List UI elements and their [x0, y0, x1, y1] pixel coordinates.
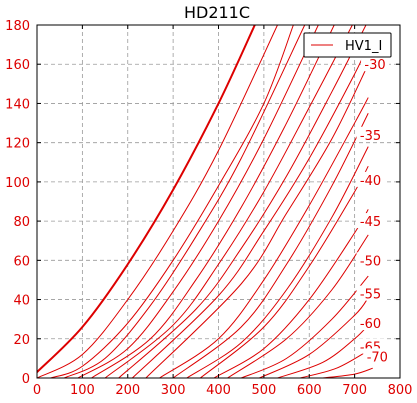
- curve-7: [118, 25, 367, 378]
- legend-label: HV1_I: [345, 39, 382, 54]
- y-tick-label: 180: [5, 19, 30, 34]
- curve-label-bg: [356, 213, 385, 229]
- curve-18: [277, 324, 369, 378]
- y-tick-label: 60: [13, 254, 30, 269]
- x-tick-label: 800: [388, 383, 413, 398]
- curve-label: -55: [360, 288, 381, 303]
- curve-1: [37, 25, 278, 378]
- x-tick-label: 100: [70, 383, 95, 398]
- curve-15: [227, 234, 369, 378]
- curve-8: [131, 44, 369, 378]
- curve-label-bg: [363, 348, 392, 364]
- curve-label-bg: [356, 315, 385, 331]
- x-tick-label: 300: [161, 383, 186, 398]
- grid: [37, 25, 400, 378]
- legend: HV1_I: [303, 32, 392, 58]
- x-tick-label: 700: [342, 383, 367, 398]
- curve-6: [104, 25, 353, 378]
- curve-5: [91, 25, 335, 378]
- curve-19: [300, 350, 369, 378]
- curve-label-bg: [356, 285, 385, 301]
- x-tick-label: 0: [33, 383, 41, 398]
- curve-2: [50, 25, 294, 378]
- y-tick-label: 160: [5, 58, 30, 73]
- y-tick-label: 100: [5, 176, 30, 191]
- curves: [37, 25, 373, 378]
- curve-label-bg: [356, 126, 385, 142]
- curve-10: [159, 97, 369, 378]
- curve-label: -45: [360, 215, 381, 230]
- curve-label: -70: [367, 350, 388, 365]
- curve-label-bg: [356, 171, 385, 187]
- x-tick-label: 500: [251, 383, 276, 398]
- curve-9: [145, 64, 369, 378]
- curve-label: -50: [360, 254, 381, 269]
- curve-labels: -30-35-40-45-50-55-60-65-70: [356, 56, 392, 365]
- curve-4: [77, 25, 319, 378]
- x-tick-label: 600: [297, 383, 322, 398]
- legend-box: [303, 32, 392, 58]
- curve-12: [186, 146, 369, 378]
- curve-3: [64, 25, 306, 378]
- y-tick-label: 20: [13, 333, 30, 348]
- curve-11: [172, 113, 369, 378]
- y-tick-label: 140: [5, 97, 30, 112]
- curve-label-bg: [356, 252, 385, 268]
- y-tick-label: 40: [13, 294, 30, 309]
- x-tick-label: 400: [206, 383, 231, 398]
- curve-label: -60: [360, 317, 381, 332]
- y-tick-label: 80: [13, 215, 30, 230]
- curve-label: -35: [360, 129, 381, 144]
- curve-20: [322, 367, 373, 378]
- curve-label: -40: [360, 174, 381, 189]
- curve-16: [240, 275, 369, 378]
- x-tick-label: 200: [115, 383, 140, 398]
- curve-label-bg: [361, 56, 390, 72]
- curve-zero-bias: [37, 25, 256, 373]
- y-tick-label: 120: [5, 137, 30, 152]
- axis-ticks: 0 100 200 300 400 500 600 700 800 0 20 40 60 80 100 120…: [5, 19, 412, 398]
- curve-label: -30: [364, 58, 385, 73]
- y-tick-label: 0: [22, 372, 30, 387]
- curve-17: [259, 297, 369, 378]
- chart-title: HD211C: [184, 3, 250, 22]
